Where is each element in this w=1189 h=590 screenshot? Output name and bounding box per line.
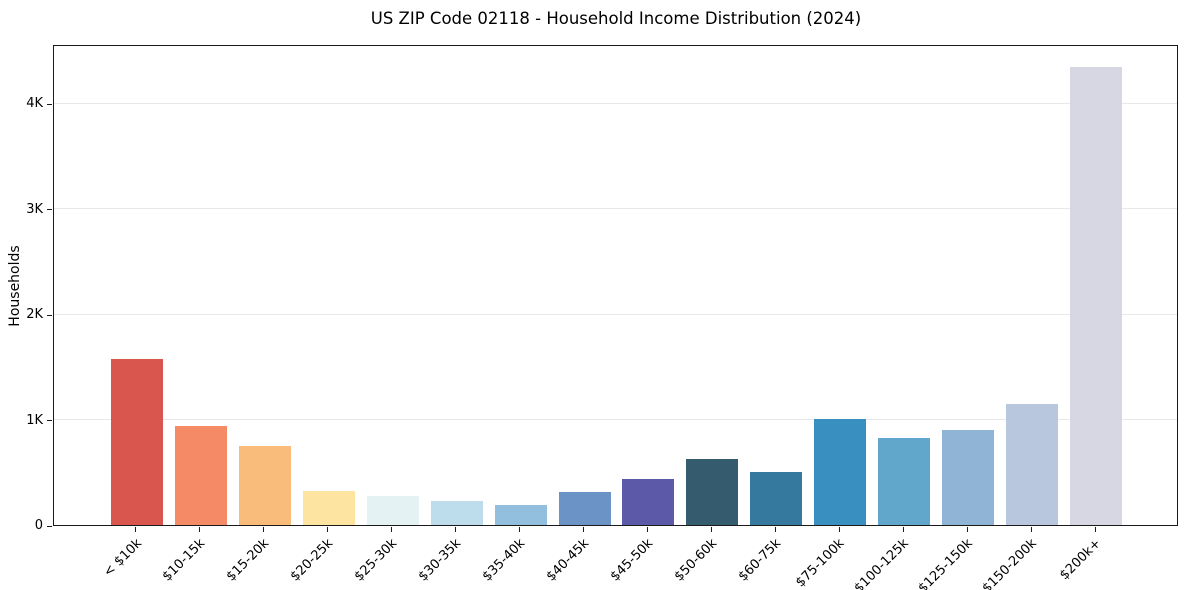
x-tick-label: $20-25k xyxy=(287,536,337,585)
x-tick-label: $200k+ xyxy=(1056,536,1104,584)
x-tick-mark xyxy=(327,527,329,532)
gridline-3K xyxy=(54,208,1177,210)
x-tick-label: $10-15k xyxy=(160,536,209,585)
x-tick-mark xyxy=(455,527,457,532)
y-tick-label: 3K xyxy=(26,201,43,217)
gridline-2K xyxy=(54,313,1177,315)
x-tick-label: $50-60k xyxy=(671,536,721,585)
y-tick-mark xyxy=(47,420,52,422)
x-tick-mark xyxy=(646,527,648,532)
x-tick-label: $75-100k xyxy=(793,536,848,590)
bar-$40-45k xyxy=(558,491,611,525)
x-tick-label: $45-50k xyxy=(607,536,657,585)
plot-area xyxy=(53,45,1178,526)
x-tick-label: $100-125k xyxy=(851,536,912,590)
y-tick-mark xyxy=(47,209,52,211)
bar-$30-35k xyxy=(430,500,483,525)
bar-$75-100k xyxy=(814,419,867,525)
x-tick-label: $30-35k xyxy=(415,536,465,585)
chart-title: US ZIP Code 02118 - Household Income Dis… xyxy=(370,9,862,28)
bar-$150-200k xyxy=(1006,404,1059,525)
y-tick-mark xyxy=(47,525,52,527)
x-tick-mark xyxy=(1030,527,1032,532)
x-tick-mark xyxy=(135,527,137,532)
bar-$20-25k xyxy=(302,491,355,525)
y-tick-mark xyxy=(47,103,52,105)
x-tick-mark xyxy=(391,527,393,532)
bar-$45-50k xyxy=(622,479,675,525)
x-tick-label: $125-150k xyxy=(915,536,976,590)
x-tick-mark xyxy=(199,527,201,532)
bar-$125-150k xyxy=(942,429,995,525)
bar-$100-125k xyxy=(878,438,931,525)
x-tick-mark xyxy=(583,527,585,532)
bar-$10-15k xyxy=(174,426,227,525)
x-tick-label: $150-200k xyxy=(979,536,1040,590)
x-tick-mark xyxy=(519,527,521,532)
x-tick-label: < $10k xyxy=(100,536,145,581)
gridline-1K xyxy=(54,419,1177,421)
y-tick-label: 0 xyxy=(34,518,43,533)
bar-$200k+ xyxy=(1070,66,1123,525)
x-tick-mark xyxy=(1094,527,1096,532)
x-tick-label: $15-20k xyxy=(223,536,273,585)
bar-$25-30k xyxy=(366,496,419,525)
x-tick-mark xyxy=(902,527,904,532)
y-tick-mark xyxy=(47,314,52,316)
x-tick-label: $25-30k xyxy=(351,536,401,585)
bar-$35-40k xyxy=(494,504,547,525)
x-tick-label: $40-45k xyxy=(543,536,593,585)
y-tick-label: 2K xyxy=(26,307,43,323)
gridline-4K xyxy=(54,102,1177,104)
x-tick-label: $60-75k xyxy=(735,536,784,585)
bar-$15-20k xyxy=(238,446,291,525)
x-tick-mark xyxy=(774,527,776,532)
x-tick-mark xyxy=(710,527,712,532)
y-tick-label: 1K xyxy=(26,412,43,428)
x-tick-mark xyxy=(263,527,265,532)
x-tick-mark xyxy=(966,527,968,532)
bar-$50-60k xyxy=(686,458,739,525)
x-tick-mark xyxy=(838,527,840,532)
bar-$60-75k xyxy=(750,472,803,525)
y-tick-label: 4K xyxy=(26,96,43,112)
x-tick-label: $35-40k xyxy=(479,536,529,585)
bar-< $10k xyxy=(110,358,163,525)
